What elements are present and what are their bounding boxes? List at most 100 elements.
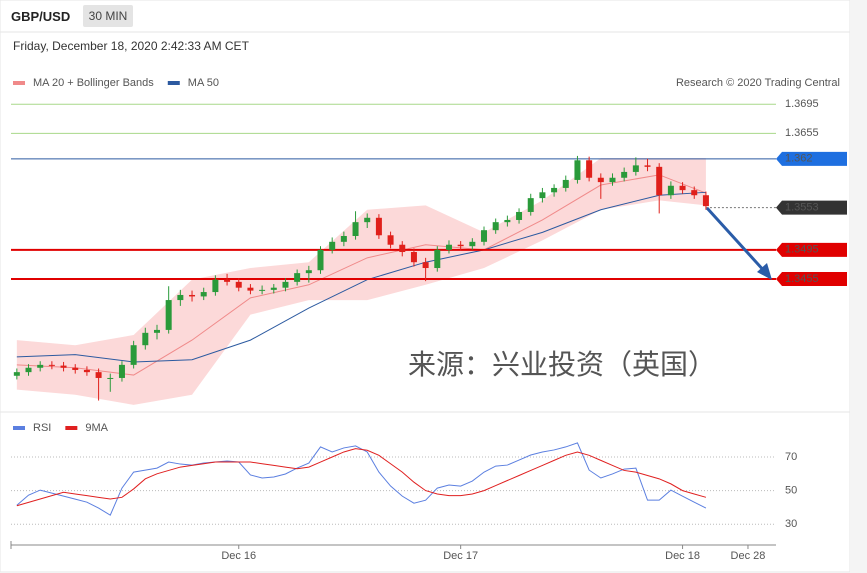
legend-swatch — [13, 81, 25, 85]
candle-body — [469, 241, 476, 247]
level-label: 1.3495 — [785, 244, 819, 256]
candle-body — [142, 332, 149, 346]
candle-body — [551, 187, 558, 193]
arrow-head — [757, 263, 772, 280]
level-label: 1.3695 — [785, 98, 819, 110]
candle-body — [574, 160, 581, 180]
candle-body — [364, 217, 371, 223]
candle-body — [445, 244, 452, 250]
candle-body — [375, 217, 382, 236]
candle-body — [410, 252, 417, 263]
rsi-panel: 70 50 30 Dec 16 Dec 17 Dec 18 Dec 28 RSI 9MA — [10, 422, 797, 562]
y-tick-label: 50 — [785, 485, 797, 497]
candle-body — [340, 235, 347, 242]
interval: 30 MIN — [83, 5, 133, 27]
candle-body — [224, 279, 231, 282]
candle-body — [317, 249, 324, 271]
legend-swatch — [13, 426, 25, 430]
level-label: 1.362 — [785, 153, 813, 165]
level-label-box — [776, 200, 847, 215]
candle-body — [481, 230, 488, 242]
candle-body — [130, 345, 137, 365]
candle-body — [434, 249, 441, 269]
x-tick-label: Dec 28 — [731, 550, 766, 562]
candle-body — [200, 292, 207, 297]
candle-body — [83, 369, 90, 373]
candle-body — [95, 372, 102, 378]
candle-body — [294, 273, 301, 282]
watermark: 来源：兴业投资（英国） — [408, 348, 716, 381]
x-tick-label: Dec 16 — [221, 550, 256, 562]
candle-body — [387, 235, 394, 245]
side-strip — [850, 0, 867, 573]
legend-label: RSI — [33, 422, 51, 434]
legend-swatch — [167, 81, 180, 85]
candle-body — [189, 294, 196, 297]
candle-body — [235, 281, 242, 288]
candle-body — [305, 270, 312, 274]
candle-body — [527, 198, 534, 212]
candle-body — [329, 241, 336, 250]
arrow — [705, 206, 768, 275]
candle-body — [13, 372, 20, 376]
candle-body — [516, 211, 523, 220]
candle-body — [621, 171, 628, 178]
candle-body — [212, 279, 219, 293]
x-tick-label: Dec 18 — [665, 550, 700, 562]
candle-body — [562, 179, 569, 188]
level-label-box — [776, 151, 847, 166]
candle-body — [60, 365, 67, 368]
candle-body — [259, 289, 266, 291]
candle-body — [667, 185, 674, 196]
candle-body — [177, 294, 184, 301]
date: Friday, December 18, 2020 2:42:33 AM CET — [13, 39, 249, 53]
candle-body — [422, 262, 429, 269]
candle-body — [37, 364, 44, 368]
candle-body — [153, 329, 160, 333]
attribution: Research © 2020 Trading Central — [676, 77, 840, 89]
y-tick-label: 70 — [785, 451, 797, 463]
candle-body — [702, 195, 709, 207]
candle-body — [48, 364, 55, 366]
rsi-line — [16, 448, 707, 507]
candle-body — [25, 367, 32, 373]
candle-body — [352, 222, 359, 236]
x-tick-label: Dec 17 — [443, 550, 478, 562]
legend-label: MA 20 + Bollinger Bands — [33, 77, 154, 89]
candle-body — [457, 244, 464, 247]
symbol: GBP/USD — [11, 9, 71, 24]
y-tick-label: 30 — [785, 518, 797, 530]
legend-label: MA 50 — [188, 77, 219, 89]
level-label: 1.3455 — [785, 273, 819, 285]
candle-body — [539, 192, 546, 199]
candle-body — [691, 190, 698, 196]
candle-body — [679, 185, 686, 191]
candle-body — [72, 367, 79, 370]
candle-body — [165, 300, 172, 330]
level-label: 1.3553 — [785, 202, 819, 214]
candle-body — [504, 219, 511, 223]
level-label-box — [776, 242, 847, 257]
candle-body — [586, 160, 593, 178]
candle-body — [118, 364, 125, 378]
bollinger-band — [16, 158, 706, 405]
candle-body — [399, 244, 406, 253]
level-label: 1.3655 — [785, 127, 819, 139]
candle-body — [247, 287, 254, 291]
candle-body — [107, 377, 114, 379]
candle-body — [609, 177, 616, 183]
candle-body — [597, 177, 604, 183]
candle-body — [492, 222, 499, 231]
candle-body — [270, 287, 277, 290]
legend-label: 9MA — [85, 422, 108, 434]
candle-body — [282, 281, 289, 288]
price-panel: 1.3695 1.3655 1.362 1.3553 1.3495 1.3455 MA 20… — [11, 77, 847, 405]
candle-body — [656, 166, 663, 196]
legend-swatch — [65, 426, 78, 430]
candle-body — [632, 165, 639, 172]
level-label-box — [776, 271, 847, 286]
candle-body — [644, 165, 651, 167]
